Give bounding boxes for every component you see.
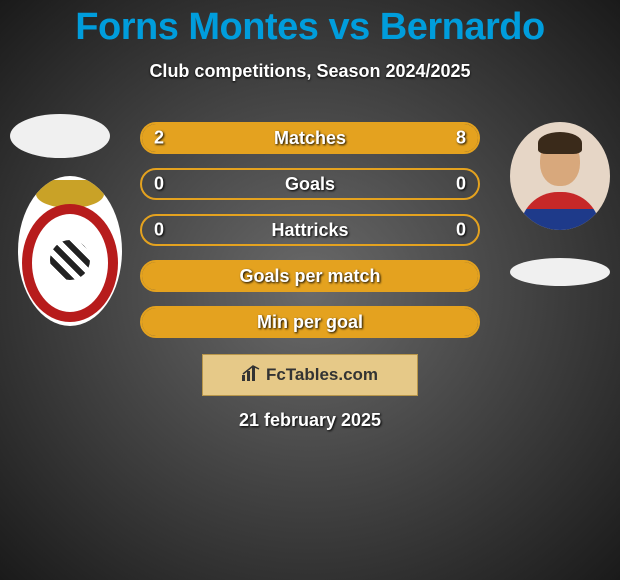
stat-label: Hattricks xyxy=(271,220,348,241)
stat-row-goals: 0 Goals 0 xyxy=(140,168,480,200)
stat-value-left: 2 xyxy=(154,128,164,149)
bar-chart-icon xyxy=(242,365,262,386)
player1-club-badge xyxy=(18,176,122,326)
stat-fill-left xyxy=(142,124,209,152)
stat-row-goals-per-match: Goals per match xyxy=(140,260,480,292)
stats-table: 2 Matches 8 0 Goals 0 0 Hattricks 0 Goal… xyxy=(140,122,480,352)
comparison-date: 21 february 2025 xyxy=(0,410,620,431)
stat-value-left: 0 xyxy=(154,174,164,195)
stat-row-hattricks: 0 Hattricks 0 xyxy=(140,214,480,246)
stat-value-right: 0 xyxy=(456,220,466,241)
stat-value-right: 0 xyxy=(456,174,466,195)
stat-value-left: 0 xyxy=(154,220,164,241)
stat-row-min-per-goal: Min per goal xyxy=(140,306,480,338)
fctables-link[interactable]: FcTables.com xyxy=(202,354,418,396)
page-title: Forns Montes vs Bernardo xyxy=(0,0,620,49)
player2-club-badge xyxy=(510,258,610,286)
stat-label: Goals xyxy=(285,174,335,195)
stat-row-matches: 2 Matches 8 xyxy=(140,122,480,154)
stat-label: Goals per match xyxy=(239,266,380,287)
page-subtitle: Club competitions, Season 2024/2025 xyxy=(0,61,620,82)
stat-value-right: 8 xyxy=(456,128,466,149)
stat-label: Min per goal xyxy=(257,312,363,333)
fctables-label: FcTables.com xyxy=(266,365,378,385)
stat-label: Matches xyxy=(274,128,346,149)
player1-photo xyxy=(10,114,110,158)
player2-photo xyxy=(510,122,610,230)
